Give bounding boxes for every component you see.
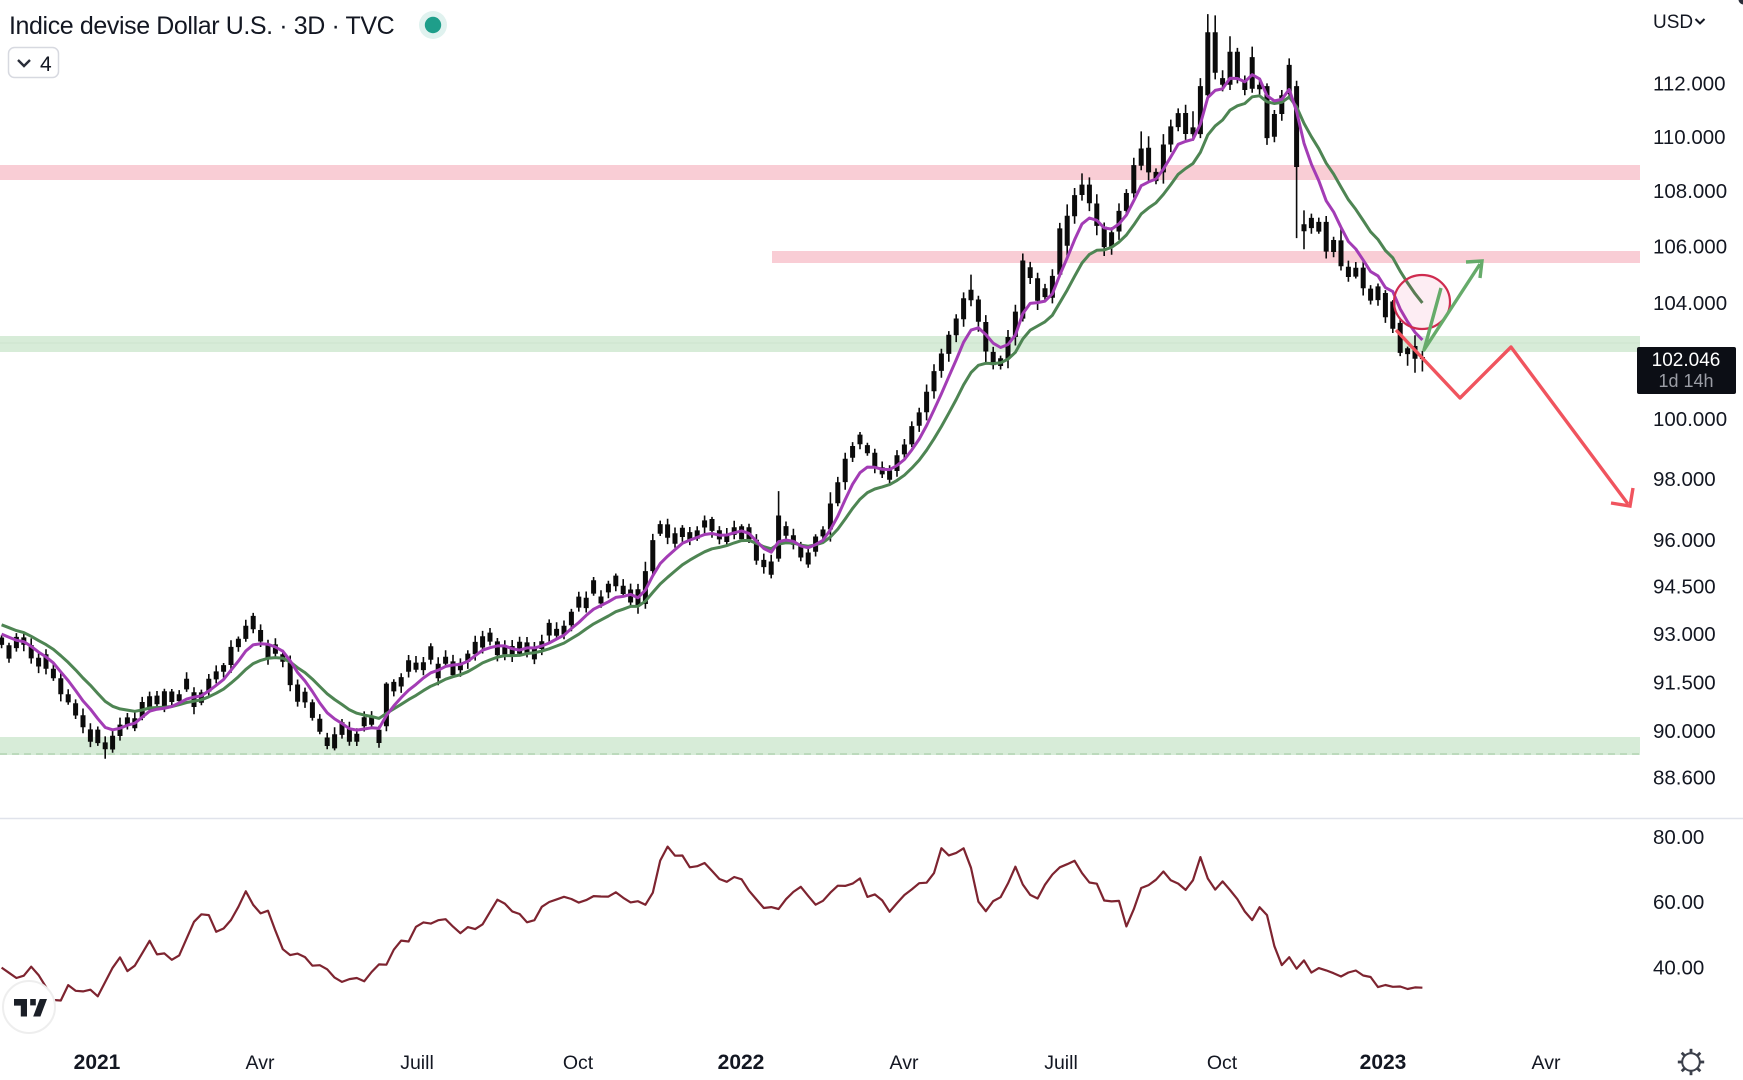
svg-text:100.000: 100.000 <box>1653 408 1727 431</box>
svg-text:88.600: 88.600 <box>1653 767 1716 790</box>
svg-text:Indice devise Dollar U.S. · 3D: Indice devise Dollar U.S. · 3D · TVC <box>9 12 395 40</box>
svg-text:106.000: 106.000 <box>1653 236 1727 259</box>
svg-text:4: 4 <box>40 53 52 76</box>
svg-text:93.000: 93.000 <box>1653 623 1716 646</box>
svg-text:2021: 2021 <box>74 1051 121 1074</box>
svg-text:Oct: Oct <box>563 1052 594 1074</box>
svg-text:108.000: 108.000 <box>1653 180 1727 203</box>
svg-text:2023: 2023 <box>1360 1051 1407 1074</box>
svg-text:110.000: 110.000 <box>1653 126 1726 149</box>
svg-text:98.000: 98.000 <box>1653 468 1716 491</box>
svg-text:1d 14h: 1d 14h <box>1658 371 1713 391</box>
svg-text:Juill: Juill <box>1044 1052 1078 1074</box>
svg-text:94.500: 94.500 <box>1653 576 1716 599</box>
svg-text:80.00: 80.00 <box>1653 826 1704 849</box>
svg-text:112.000: 112.000 <box>1653 72 1726 95</box>
svg-text:40.00: 40.00 <box>1653 957 1704 980</box>
svg-text:Avr: Avr <box>246 1052 275 1074</box>
svg-text:Oct: Oct <box>1207 1052 1238 1074</box>
svg-text:2022: 2022 <box>718 1051 765 1074</box>
svg-text:Juill: Juill <box>400 1052 434 1074</box>
svg-text:104.000: 104.000 <box>1653 292 1727 315</box>
svg-text:96.000: 96.000 <box>1653 529 1716 552</box>
svg-text:102.046: 102.046 <box>1652 350 1721 371</box>
svg-text:Avr: Avr <box>890 1052 919 1074</box>
svg-text:Avr: Avr <box>1532 1052 1561 1074</box>
svg-text:90.000: 90.000 <box>1653 720 1716 743</box>
svg-text:60.00: 60.00 <box>1653 891 1704 914</box>
svg-text:91.500: 91.500 <box>1653 671 1716 694</box>
svg-text:USD: USD <box>1653 12 1693 33</box>
